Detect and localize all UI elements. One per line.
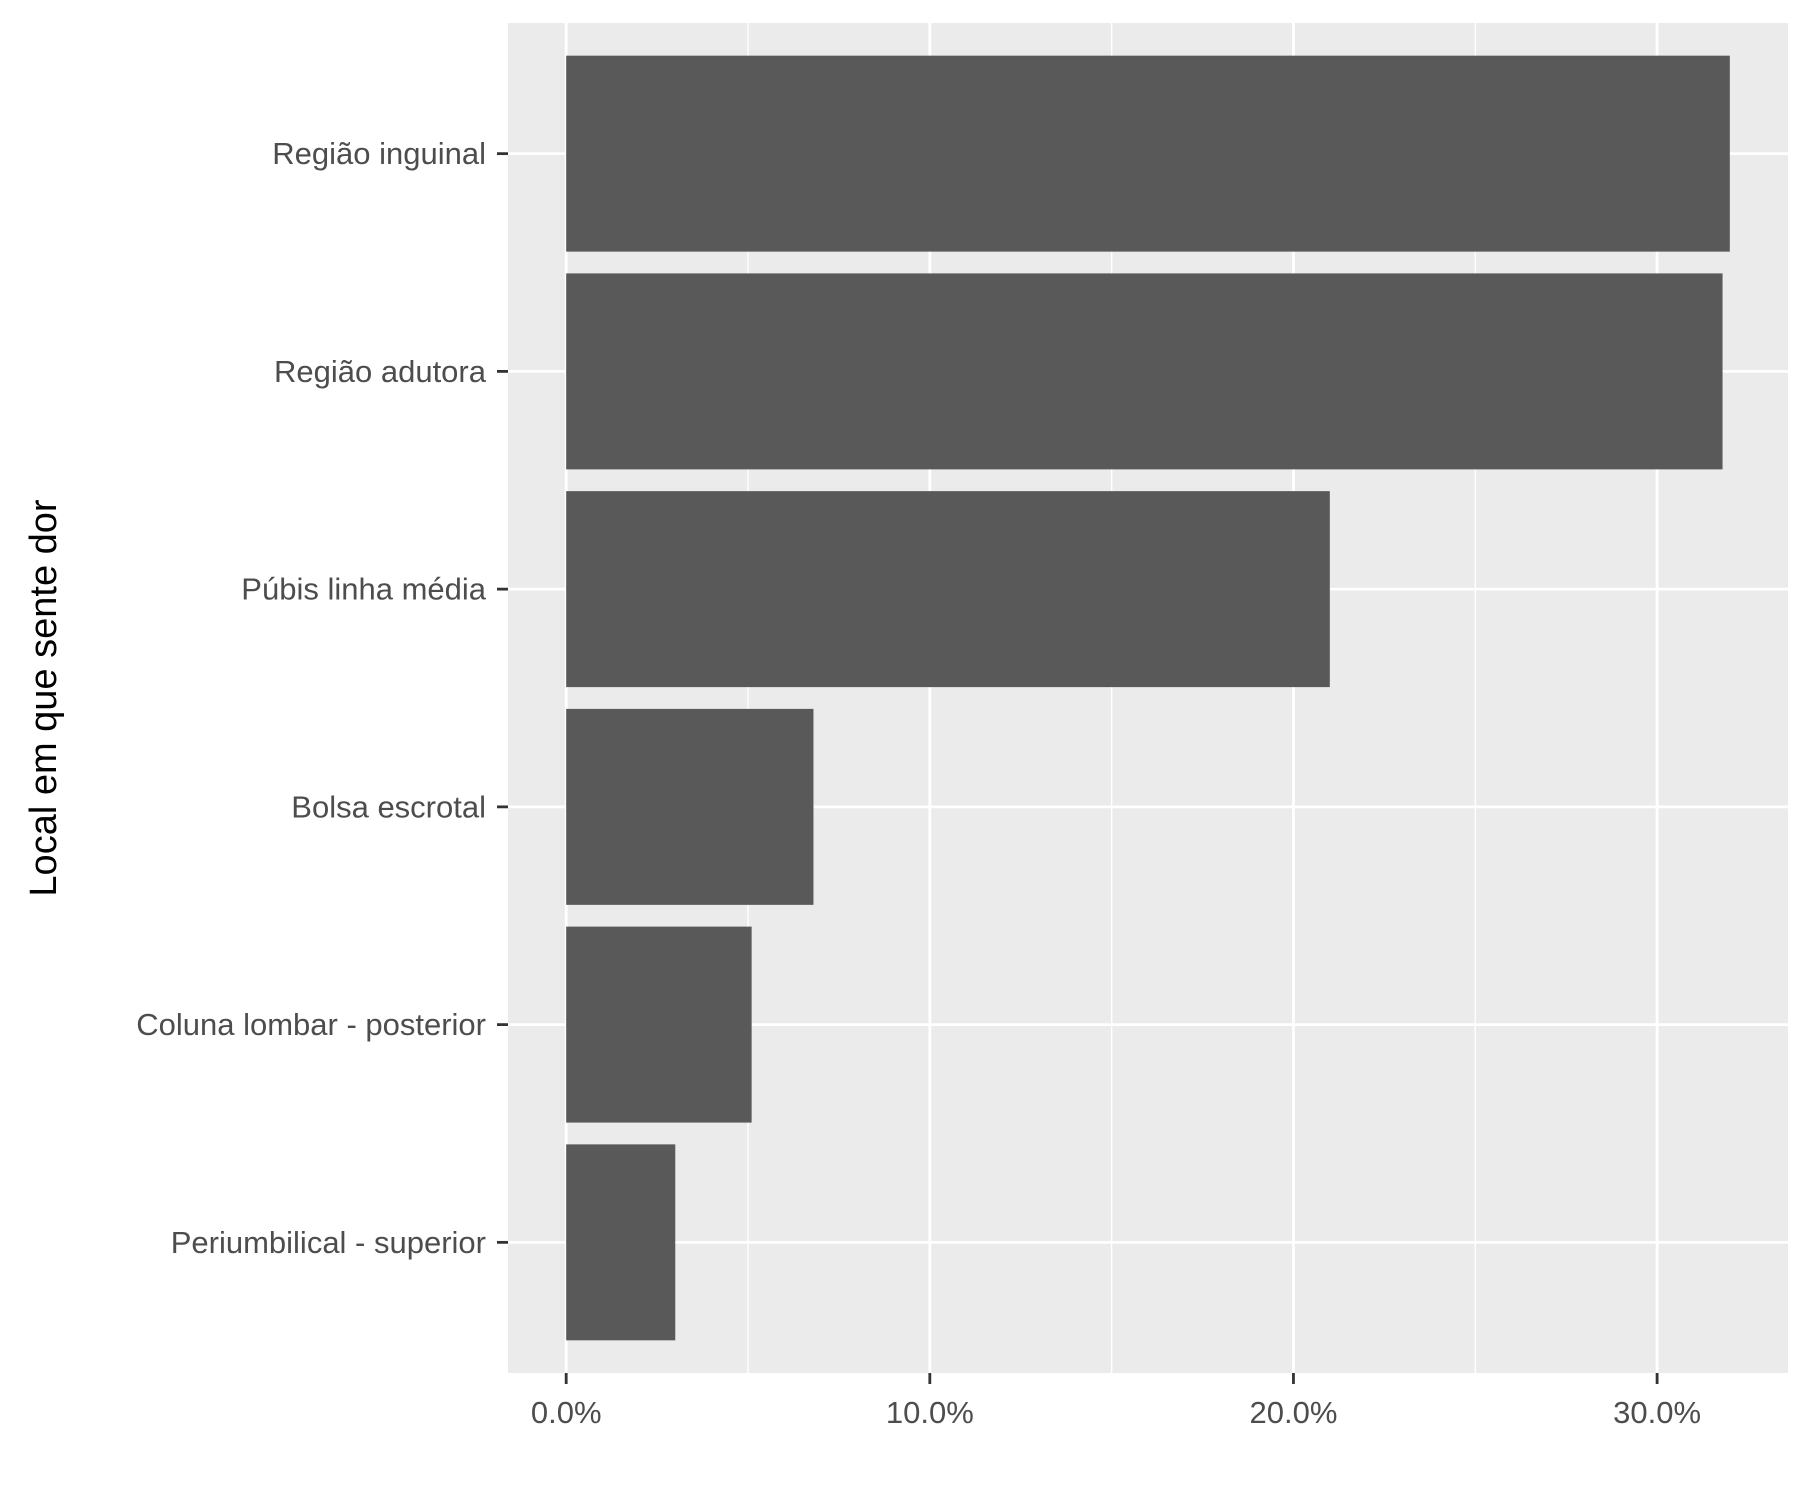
x-tick-label: 10.0% <box>886 1395 974 1430</box>
y-tick-label: Periumbilical - superior <box>171 1225 486 1260</box>
y-axis-title: Local em que sente dor <box>23 499 65 896</box>
y-tick-label: Bolsa escrotal <box>291 789 486 824</box>
y-tick-label: Coluna lombar - posterior <box>136 1007 486 1042</box>
x-tick-label: 20.0% <box>1250 1395 1338 1430</box>
x-axis: 0.0% 10.0% 20.0% 30.0% <box>531 1373 1701 1430</box>
bar <box>566 1144 676 1341</box>
bar <box>566 708 814 905</box>
bar <box>566 491 1330 688</box>
x-tick-label: 0.0% <box>531 1395 602 1430</box>
bar <box>566 55 1730 252</box>
bars <box>566 55 1730 1341</box>
y-axis: Região inguinal Região adutora Púbis linha… <box>136 136 508 1260</box>
y-tick-label: Região adutora <box>274 354 487 389</box>
y-tick-label: Púbis linha média <box>241 572 486 607</box>
y-tick-label: Região inguinal <box>272 136 486 171</box>
bar <box>566 273 1723 470</box>
x-tick-label: 30.0% <box>1613 1395 1701 1430</box>
bar <box>566 926 752 1123</box>
